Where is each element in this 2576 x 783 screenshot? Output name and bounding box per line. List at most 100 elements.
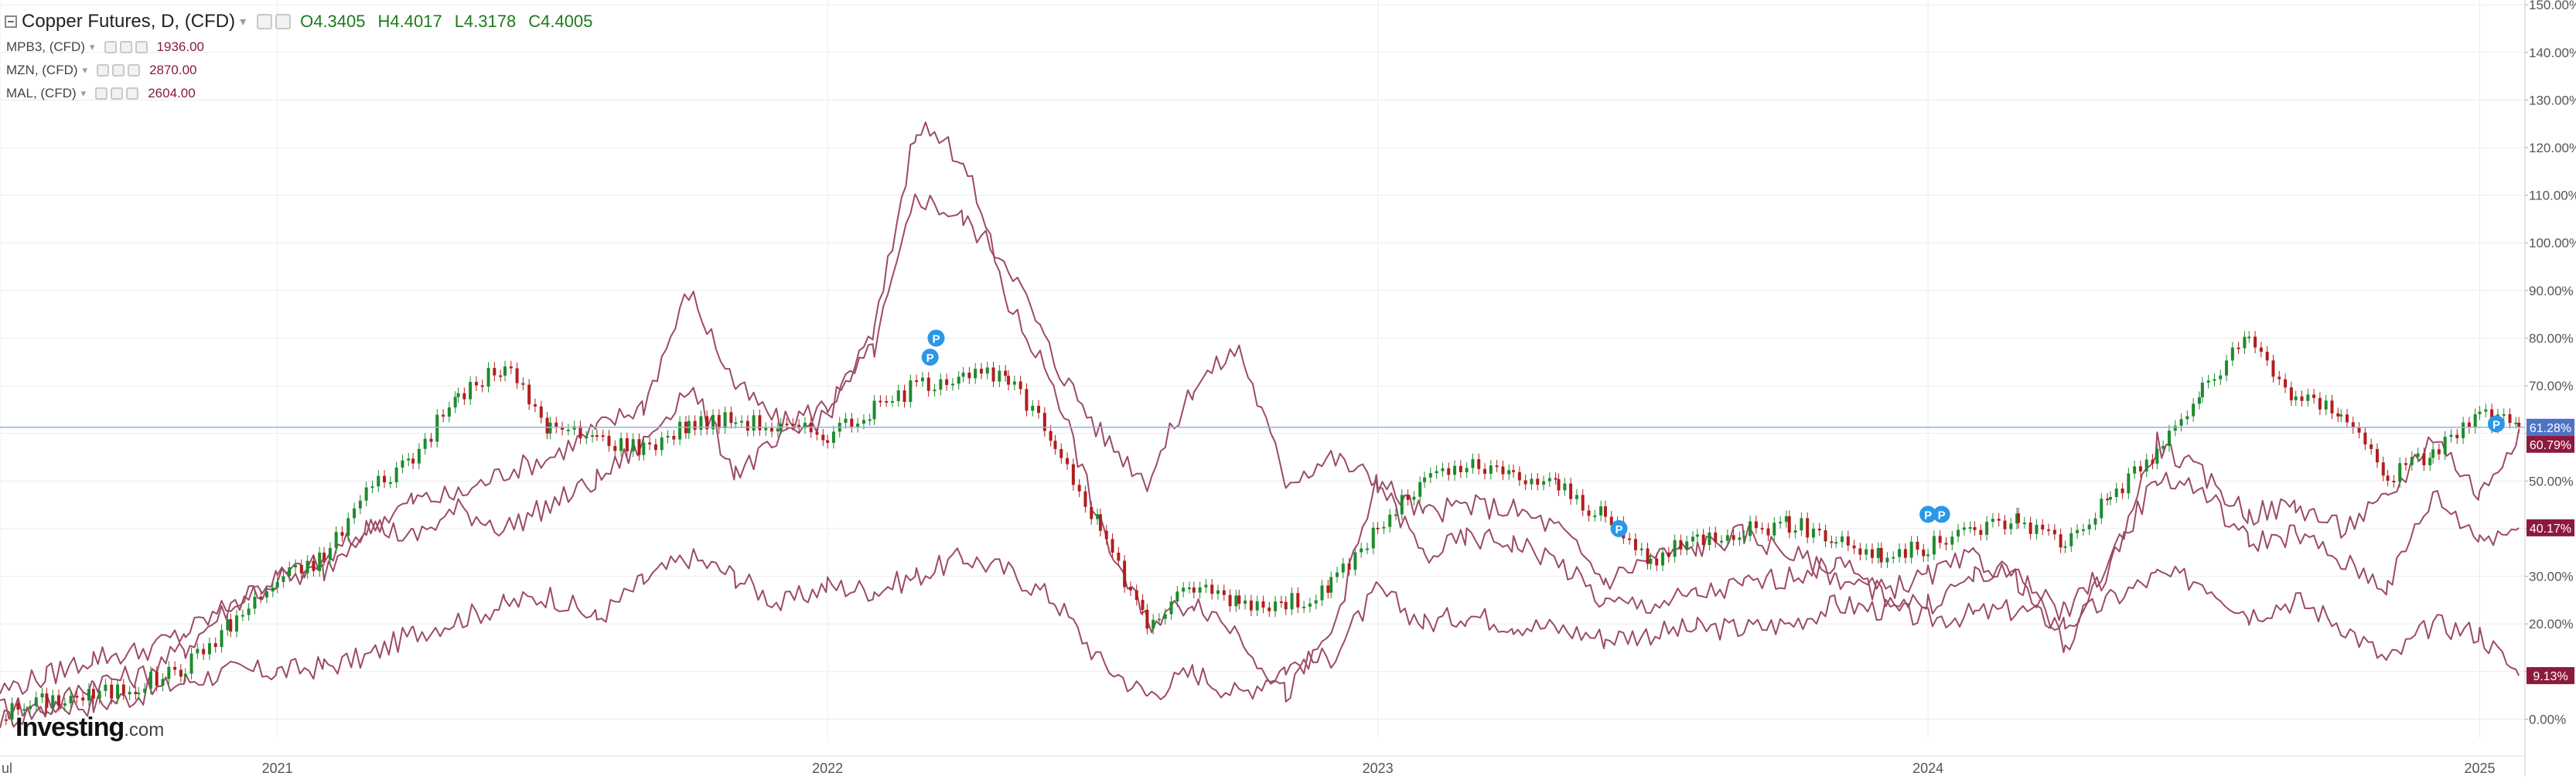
- last-value-badge-label: 9.13%: [2533, 670, 2567, 683]
- candle-body: [578, 426, 582, 439]
- y-tick-label: 80.00%: [2529, 331, 2574, 346]
- candle-body: [1198, 587, 1202, 593]
- candle-body: [1501, 466, 1505, 475]
- candle-body: [1725, 535, 1729, 541]
- price-marker: [921, 349, 939, 366]
- candle-body: [1581, 495, 1585, 511]
- candle-body: [1096, 514, 1100, 519]
- candle-body: [87, 689, 91, 701]
- visibility-icon[interactable]: [119, 41, 132, 53]
- candle-body: [705, 416, 709, 430]
- candle-body: [1216, 590, 1220, 594]
- candle-body: [1655, 558, 1659, 566]
- candle-body: [2467, 422, 2471, 428]
- price-marker-label: P: [1924, 509, 1932, 522]
- candle-body: [2386, 475, 2390, 481]
- candle-body: [752, 415, 756, 431]
- candle-body: [1742, 536, 1746, 538]
- series-line-mzn: [0, 193, 2520, 729]
- candle-body: [803, 422, 807, 428]
- candle-body: [1320, 585, 1324, 601]
- candle-body: [1007, 376, 1011, 385]
- candle-body: [1175, 591, 1179, 602]
- visibility-icon[interactable]: [112, 64, 125, 77]
- candle-body: [1846, 536, 1850, 546]
- candle-body: [1134, 590, 1138, 601]
- collapse-icon[interactable]: [5, 15, 17, 28]
- legend: Copper Futures, D, (CFD) ▾ O4.3405 H4.40…: [5, 8, 605, 105]
- x-tick-label: 2022: [812, 761, 843, 776]
- candle-body: [1152, 619, 1155, 629]
- close-icon[interactable]: [135, 41, 148, 53]
- candle-body: [885, 400, 889, 403]
- candle-body: [2271, 360, 2275, 377]
- settings-icon[interactable]: [95, 87, 108, 100]
- settings-icon[interactable]: [97, 64, 110, 77]
- candle-body: [271, 587, 275, 592]
- candle-body: [717, 414, 721, 428]
- candle-body: [423, 438, 427, 449]
- candle-body: [2243, 336, 2247, 349]
- chevron-down-icon[interactable]: ▾: [240, 15, 247, 29]
- legend-overlay-mal: MAL, (CFD) ▾ 2604.00: [6, 82, 605, 105]
- legend-overlay-name[interactable]: MAL, (CFD): [6, 86, 77, 100]
- settings-icon[interactable]: [257, 14, 273, 29]
- candle-body: [1530, 478, 1534, 485]
- legend-main-title[interactable]: Copper Futures, D, (CFD): [22, 11, 236, 32]
- legend-overlay-name[interactable]: MPB3, (CFD): [6, 39, 85, 54]
- candle-body: [1779, 522, 1783, 524]
- candle-body: [1679, 540, 1683, 550]
- candle-body: [1800, 518, 1803, 531]
- candle-body: [572, 426, 576, 430]
- close-icon[interactable]: [128, 64, 141, 77]
- candle-body: [353, 508, 357, 519]
- candle-body: [770, 427, 774, 432]
- candle-body: [625, 437, 629, 451]
- candle-body: [2473, 414, 2477, 428]
- candle-body: [1557, 478, 1561, 491]
- candle-body: [1714, 532, 1718, 543]
- candle-body: [2041, 524, 2045, 529]
- candle-body: [890, 400, 894, 403]
- candle-body: [2517, 422, 2521, 427]
- candle-body: [91, 689, 95, 699]
- candle-body: [862, 420, 865, 424]
- candle-body: [711, 414, 715, 430]
- price-marker-label: P: [932, 332, 940, 346]
- candle-body: [207, 643, 211, 655]
- candle-body: [872, 400, 876, 420]
- candle-body: [1865, 549, 1868, 555]
- candle-body: [173, 666, 177, 670]
- candle-body: [411, 458, 415, 464]
- candle-body: [2076, 529, 2080, 533]
- candle-body: [1296, 593, 1300, 608]
- candle-body: [1382, 526, 1386, 529]
- visibility-icon[interactable]: [111, 87, 124, 100]
- candle-body: [1903, 549, 1907, 558]
- chevron-down-icon[interactable]: ▾: [80, 87, 87, 99]
- candle-body: [51, 695, 55, 708]
- candle-body: [533, 404, 537, 407]
- candle-body: [2009, 523, 2013, 529]
- chevron-down-icon[interactable]: ▾: [82, 64, 88, 76]
- legend-overlay-controls: [97, 64, 141, 77]
- candle-body: [1926, 554, 1930, 557]
- candle-body: [746, 420, 749, 431]
- candle-body: [729, 412, 733, 424]
- candle-body: [2514, 422, 2518, 424]
- candle-body: [1090, 506, 1094, 519]
- candle-body: [1371, 527, 1375, 549]
- chevron-down-icon[interactable]: ▾: [90, 41, 95, 53]
- candle-body: [253, 597, 257, 609]
- candle-body: [2179, 419, 2183, 426]
- candle-body: [2455, 434, 2459, 438]
- candle-body: [2063, 546, 2067, 548]
- close-icon[interactable]: [126, 87, 139, 100]
- legend-overlay-name[interactable]: MZN, (CFD): [6, 63, 78, 77]
- candle-body: [57, 695, 61, 706]
- candle-body: [1691, 536, 1695, 542]
- settings-icon[interactable]: [104, 41, 117, 53]
- visibility-icon[interactable]: [275, 14, 292, 29]
